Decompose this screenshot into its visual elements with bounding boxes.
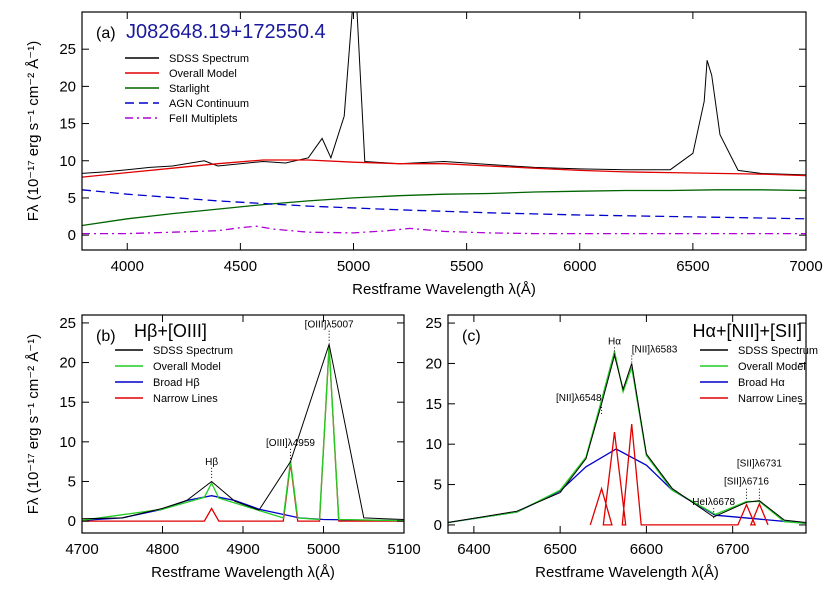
x-tick-label: 6500 (543, 541, 576, 558)
y-tick-label: 0 (68, 513, 76, 530)
x-axis-label: Restframe Wavelength λ(Å) (535, 564, 719, 581)
legend-label: Narrow Lines (738, 393, 803, 405)
series-overall-model (82, 345, 404, 522)
x-tick-label: 5500 (450, 258, 483, 275)
x-tick-label: 7000 (789, 258, 822, 275)
annotation-label: [OIII]λ4959 (266, 438, 315, 449)
x-tick-label: 5000 (337, 258, 370, 275)
x-tick-label: 6600 (630, 541, 663, 558)
y-tick-label: 15 (59, 116, 76, 133)
annotation-label: [SII]λ6716 (724, 477, 769, 488)
annotation-label: Hα (608, 336, 621, 347)
y-tick-label: 25 (59, 315, 76, 332)
annotation-label: [NII]λ6583 (632, 344, 678, 355)
y-tick-label: 25 (59, 41, 76, 58)
panel-label: (b) (96, 328, 116, 345)
y-tick-label: 10 (59, 434, 76, 451)
y-tick-label: 20 (59, 355, 76, 372)
y-tick-label: 20 (59, 78, 76, 95)
legend-label: SDSS Spectrum (169, 53, 249, 65)
x-tick-label: 6700 (716, 541, 749, 558)
series-starlight (82, 189, 806, 227)
y-tick-label: 5 (68, 473, 76, 490)
x-tick-label: 6500 (676, 258, 709, 275)
y-axis-label: Fλ (10⁻¹⁷ erg s⁻¹ cm⁻² Å⁻¹) (25, 41, 42, 221)
x-axis-label: Restframe Wavelength λ(Å) (352, 281, 536, 298)
y-tick-label: 10 (425, 436, 442, 453)
x-tick-label: 4900 (226, 541, 259, 558)
plot-frame (81, 314, 405, 534)
panel-label: (c) (462, 328, 481, 345)
series-sdss-spectrum (448, 353, 806, 523)
legend-label: Overall Model (738, 361, 806, 373)
y-tick-label: 15 (425, 396, 442, 413)
plot-frame (447, 314, 807, 534)
legend-label: FeII Multiplets (169, 113, 238, 125)
annotation-label: [NII]λ6548 (556, 393, 602, 404)
y-tick-label: 25 (425, 315, 442, 332)
object-name: J082648.19+172550.4 (126, 21, 326, 43)
legend-label: Broad Hβ (153, 377, 200, 389)
series-group-a (82, 12, 806, 235)
series-sdss-spectrum (82, 12, 806, 176)
plot-frame (81, 11, 807, 251)
legend-label: Broad Hα (738, 377, 785, 389)
series-narrow-lines (589, 423, 769, 526)
panel-a: 4000 4500 5000 5500 6000 6500 7000 0 5 10 15 20 25 Re… (25, 11, 823, 298)
panel-title: Hα+[NII]+[SII] (693, 321, 802, 341)
legend-label: AGN Continuum (169, 98, 249, 110)
series-overall-model (82, 159, 806, 178)
x-tick-label: 6000 (563, 258, 596, 275)
y-tick-label: 0 (434, 517, 442, 534)
y-tick-label: 5 (68, 190, 76, 207)
y-tick-label: 15 (59, 394, 76, 411)
y-tick-label: 20 (425, 355, 442, 372)
series-group-c (448, 351, 806, 526)
legend-label: Narrow Lines (153, 393, 218, 405)
legend-label: SDSS Spectrum (738, 345, 818, 357)
annotation-label: [OIII]λ5007 (305, 320, 354, 331)
panel-title: Hβ+[OIII] (134, 321, 207, 341)
legend-label: Starlight (169, 83, 209, 95)
legend-label: SDSS Spectrum (153, 345, 233, 357)
annotation-label: HeIλ6678 (692, 497, 735, 508)
panel-label: (a) (96, 25, 116, 42)
legend-label: Overall Model (169, 68, 237, 80)
y-tick-label: 0 (68, 227, 76, 244)
legend-label: Overall Model (153, 361, 221, 373)
x-tick-label: 5100 (387, 541, 420, 558)
series-agn-continuum (82, 189, 806, 220)
x-tick-label: 5000 (307, 541, 340, 558)
series-narrow-lines (82, 346, 404, 522)
panel-c: 6400 6500 6600 6700 0 5 10 15 20 25 Restframe Wave… (425, 314, 818, 581)
x-tick-label: 4000 (111, 258, 144, 275)
x-tick-label: 4700 (65, 541, 98, 558)
x-tick-label: 6400 (457, 541, 490, 558)
y-axis-label: Fλ (10⁻¹⁷ erg s⁻¹ cm⁻² Å⁻¹) (25, 334, 42, 514)
series-feii-multiplets (82, 225, 806, 235)
y-tick-label: 5 (434, 477, 442, 494)
x-tick-label: 4500 (224, 258, 257, 275)
x-axis-label: Restframe Wavelength λ(Å) (151, 564, 335, 581)
series-sdss-spectrum (82, 342, 404, 520)
series-group-b (82, 342, 404, 522)
panel-b: 4700 4800 4900 5000 5100 0 5 10 15 20 25 Restframe … (25, 314, 421, 581)
annotation-label: [SII]λ6731 (737, 459, 782, 470)
annotation-label: Hβ (205, 457, 218, 468)
series-broad-h- (82, 495, 404, 522)
y-tick-label: 10 (59, 153, 76, 170)
x-tick-label: 4800 (146, 541, 179, 558)
